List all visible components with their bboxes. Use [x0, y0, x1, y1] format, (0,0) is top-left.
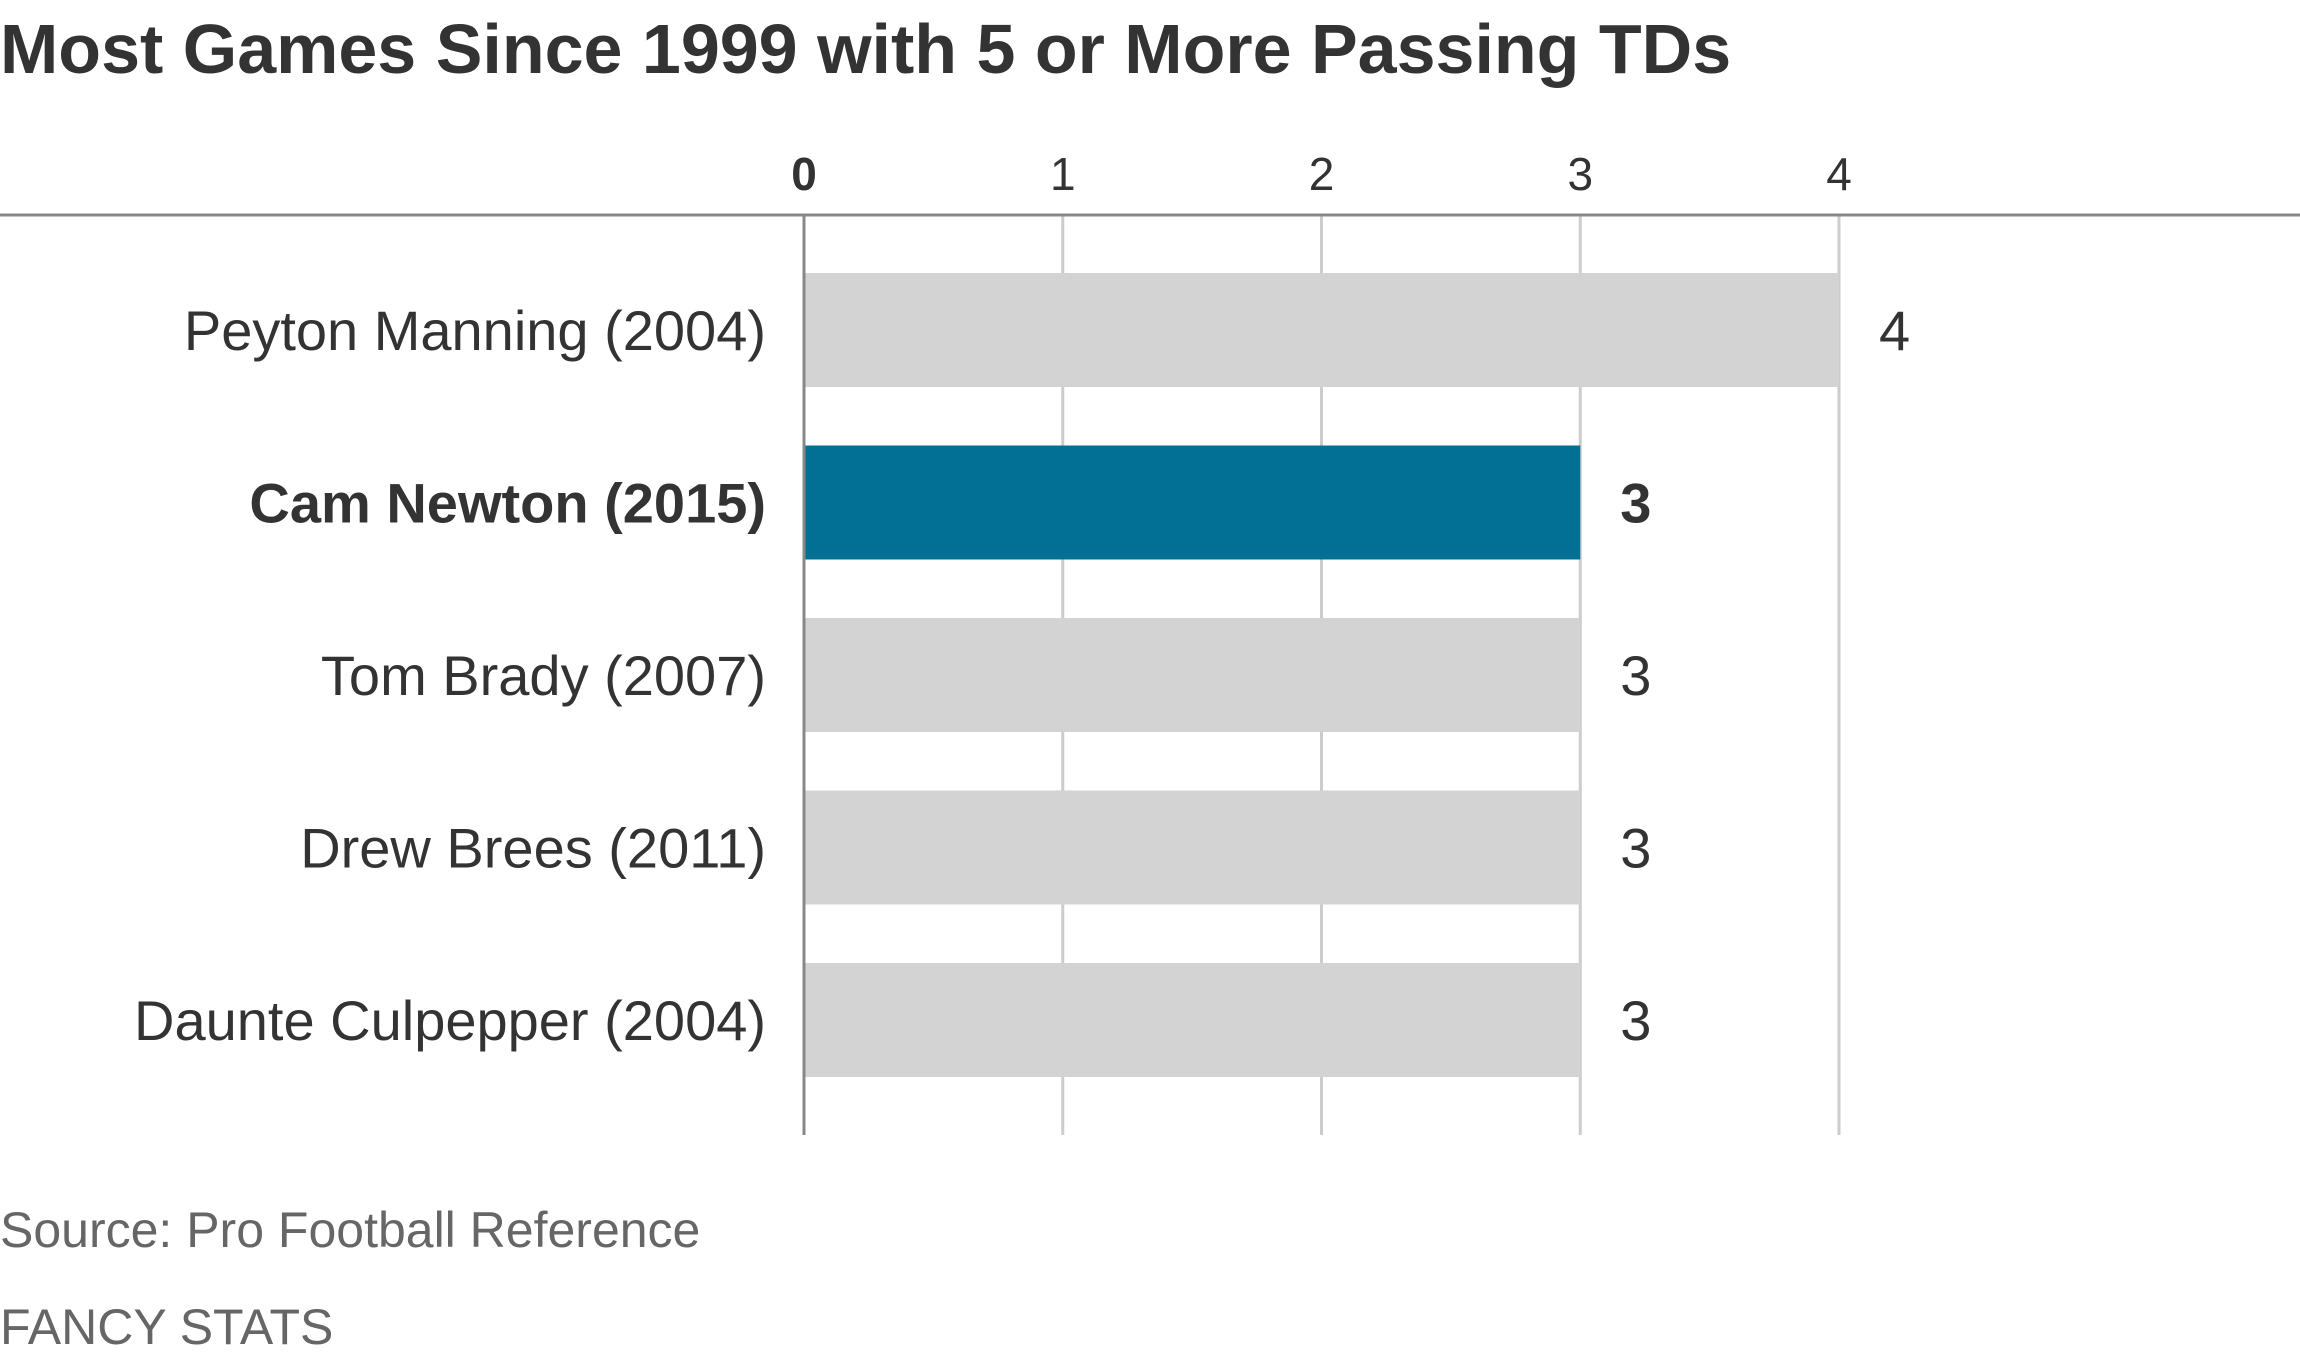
bar-chart: 0 1 2 3 4 Peyton Manning (2004) 4 Cam Newton (2… [0, 148, 2300, 1135]
axes [0, 213, 2300, 1135]
value-label-3: 3 [1620, 817, 1651, 880]
labels: 0 1 2 3 4 Peyton Manning (2004) 4 Cam Newton (2… [134, 148, 1910, 1052]
bars [804, 273, 1839, 1077]
category-label-4: Daunte Culpepper (2004) [134, 989, 766, 1052]
bar-0 [804, 273, 1839, 387]
source-note: Source: Pro Football Reference [0, 1202, 701, 1258]
category-label-0: Peyton Manning (2004) [184, 299, 766, 362]
value-label-2: 3 [1620, 644, 1651, 707]
tick-label-2: 2 [1309, 148, 1335, 200]
tick-label-4: 4 [1826, 148, 1852, 200]
bar-1 [804, 445, 1581, 560]
tick-label-1: 1 [1050, 148, 1076, 200]
tick-label-0: 0 [791, 148, 817, 200]
bar-4 [804, 963, 1581, 1077]
bar-2 [804, 618, 1581, 732]
category-label-1: Cam Newton (2015) [249, 472, 766, 535]
value-label-4: 3 [1620, 989, 1651, 1052]
chart-title: Most Games Since 1999 with 5 or More Pas… [0, 10, 1732, 88]
value-label-1: 3 [1620, 472, 1651, 535]
tick-label-3: 3 [1567, 148, 1593, 200]
bar-3 [804, 790, 1581, 905]
credit-label: FANCY STATS [0, 1299, 334, 1355]
value-label-0: 4 [1879, 299, 1910, 362]
category-label-3: Drew Brees (2011) [300, 817, 766, 880]
category-label-2: Tom Brady (2007) [321, 644, 766, 707]
